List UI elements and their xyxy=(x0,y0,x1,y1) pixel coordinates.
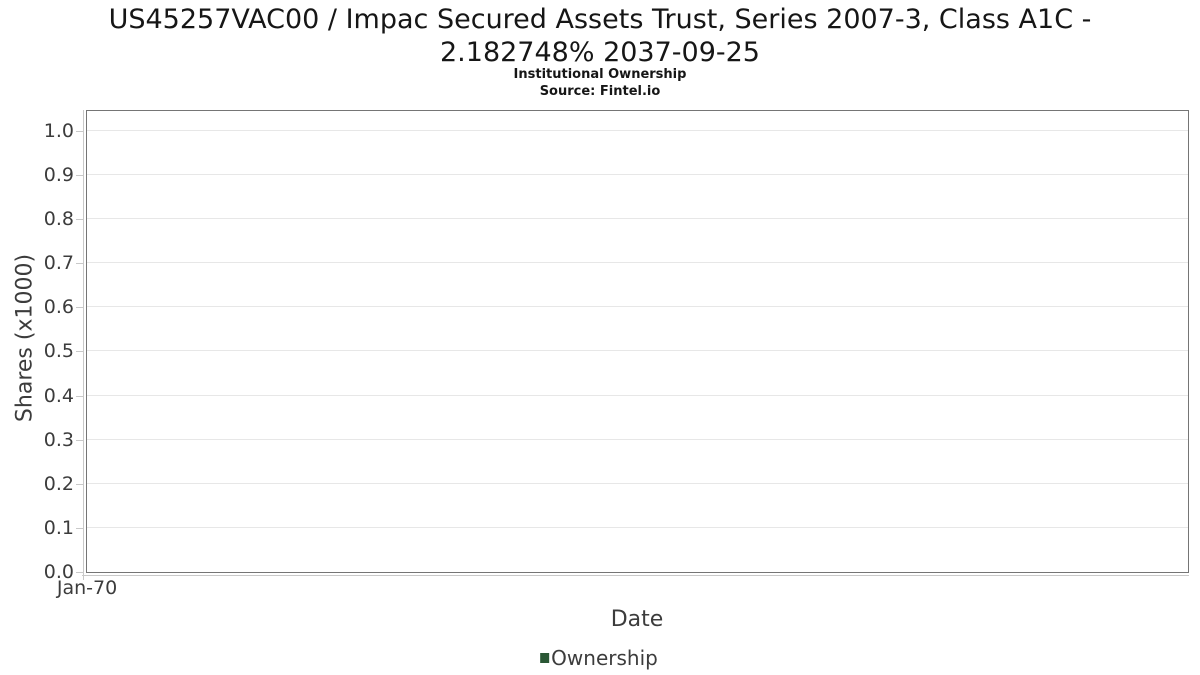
y-tick-mark xyxy=(76,263,83,265)
gridline xyxy=(87,350,1188,352)
y-tick-label: 0.9 xyxy=(43,163,74,186)
y-tick-mark xyxy=(76,174,83,176)
gridline xyxy=(87,482,1188,484)
y-tick-label: 0.7 xyxy=(43,252,74,275)
y-tick-label: 1.0 xyxy=(43,119,74,142)
chart-title-line2: 2.182748% 2037-09-25 xyxy=(440,37,760,68)
legend-label: Ownership xyxy=(551,646,658,670)
x-axis-line xyxy=(82,575,1189,576)
gridline xyxy=(87,438,1188,440)
gridline xyxy=(87,218,1188,220)
legend-swatch xyxy=(540,653,550,663)
y-tick-mark xyxy=(76,572,83,573)
x-axis-label: Date xyxy=(610,607,664,632)
gridline xyxy=(87,129,1188,131)
y-tick-label: 0.6 xyxy=(43,296,74,319)
y-tick-mark xyxy=(76,130,83,132)
chart-title: US45257VAC00 / Impac Secured Assets Trus… xyxy=(0,3,1200,69)
chart-source: Source: Fintel.io xyxy=(539,84,661,99)
gridline xyxy=(87,394,1188,396)
y-tick-label: 0.4 xyxy=(43,384,74,407)
y-tick-mark xyxy=(76,351,83,353)
y-tick-label: 0.0 xyxy=(43,561,74,583)
y-tick-mark xyxy=(76,219,83,221)
y-tick-label: 0.1 xyxy=(43,516,74,539)
legend: Ownership xyxy=(540,646,658,670)
y-tick-mark xyxy=(76,439,83,441)
y-tick-label: 0.8 xyxy=(43,208,74,231)
plot-area xyxy=(86,110,1189,573)
gridline xyxy=(87,526,1188,528)
chart-title-line1: US45257VAC00 / Impac Secured Assets Trus… xyxy=(108,4,1092,35)
y-tick-label: 0.5 xyxy=(43,340,74,363)
gridline xyxy=(87,306,1188,308)
y-tick-mark xyxy=(76,307,83,309)
y-axis-line xyxy=(83,110,84,580)
y-tick-mark xyxy=(76,483,83,485)
chart-subtitle: Institutional Ownership xyxy=(513,67,687,82)
y-tick-mark xyxy=(76,527,83,529)
gridline xyxy=(87,173,1188,175)
x-tick-label: Jan-70 xyxy=(56,577,118,599)
y-tick-label: 0.2 xyxy=(43,472,74,495)
gridline xyxy=(87,262,1188,264)
y-tick-label: 0.3 xyxy=(43,428,74,451)
y-tick-mark xyxy=(76,395,83,397)
